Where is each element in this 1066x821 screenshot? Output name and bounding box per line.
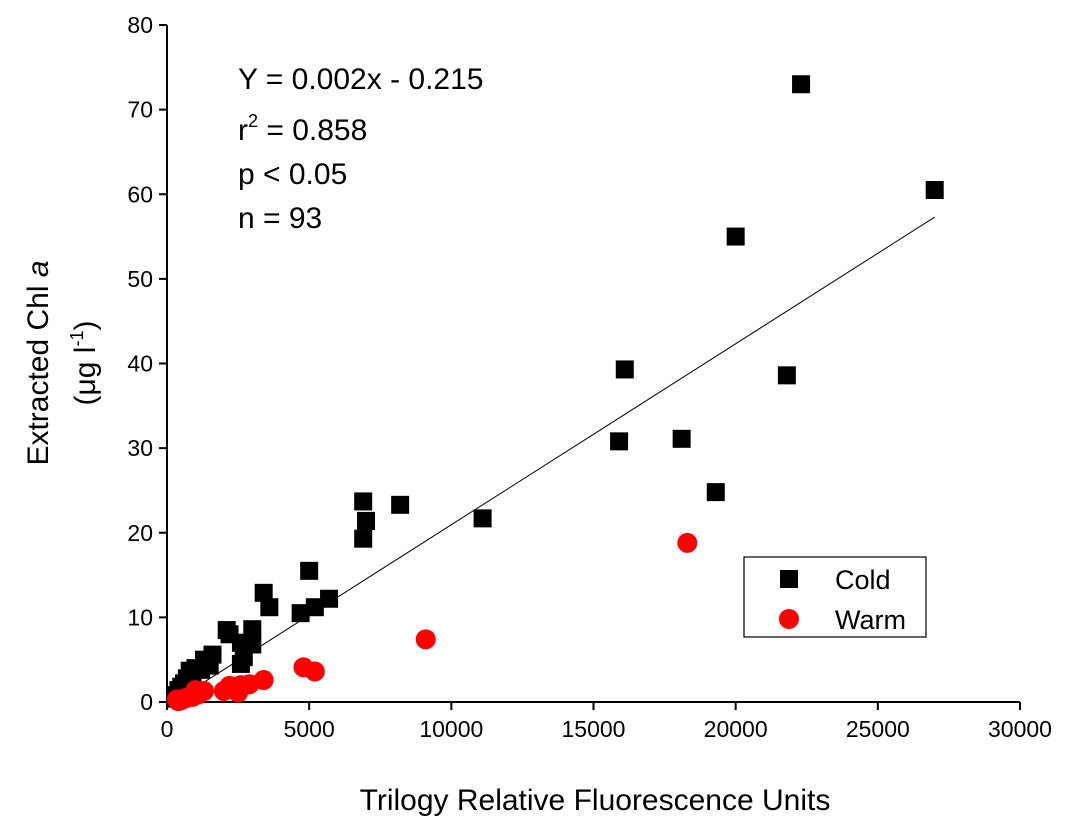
data-point-cold — [473, 509, 492, 528]
y-axis-unit-open: (μg l — [69, 347, 102, 406]
data-point-cold — [706, 483, 725, 502]
legend-marker-cold — [780, 570, 798, 588]
data-point-cold — [243, 620, 262, 639]
data-point-cold — [354, 492, 373, 511]
y-tick-label: 30 — [127, 435, 153, 461]
x-tick-label: 20000 — [704, 716, 768, 742]
y-tick-label: 10 — [127, 604, 153, 630]
data-point-cold — [391, 495, 410, 514]
y-tick-label: 40 — [127, 351, 153, 377]
y-axis-unit: (μg l-1) — [67, 321, 102, 406]
data-point-warm — [304, 661, 325, 682]
y-tick-label: 70 — [127, 97, 153, 123]
x-tick-label: 15000 — [562, 716, 626, 742]
data-point-cold — [672, 429, 691, 448]
y-axis-unit-close: ) — [69, 321, 102, 331]
equation-text: Y = 0.002x - 0.215 — [238, 63, 483, 96]
y-tick-label: 20 — [127, 520, 153, 546]
data-point-cold — [615, 360, 634, 379]
data-point-cold — [726, 227, 745, 246]
data-point-warm — [677, 532, 698, 553]
data-point-warm — [415, 629, 436, 650]
r-squared-sup: 2 — [248, 111, 258, 131]
data-point-cold — [320, 589, 339, 608]
data-point-cold — [777, 366, 796, 385]
legend-label-warm: Warm — [835, 605, 906, 635]
data-point-cold — [925, 181, 944, 200]
r-squared-value: = 0.858 — [258, 114, 367, 147]
data-point-cold — [260, 598, 279, 617]
data-point-warm — [228, 682, 249, 703]
data-point-cold — [610, 432, 629, 451]
x-tick-label: 0 — [161, 716, 174, 742]
data-point-cold — [792, 75, 811, 94]
y-ticks: 0 10 20 30 40 50 60 70 80 — [127, 12, 167, 715]
x-tick-label: 5000 — [284, 716, 335, 742]
data-points — [166, 75, 944, 712]
x-ticks: 0 5000 10000 15000 20000 25000 30000 — [161, 702, 1052, 742]
data-point-cold — [354, 529, 373, 548]
p-value-text: p < 0.05 — [238, 158, 347, 191]
n-text: n = 93 — [238, 202, 322, 235]
y-axis-title-italic: a — [22, 260, 55, 277]
y-tick-label: 50 — [127, 266, 153, 292]
data-point-warm — [166, 689, 187, 710]
x-tick-label: 25000 — [846, 716, 910, 742]
data-point-cold — [305, 598, 324, 617]
legend-marker-warm — [779, 609, 799, 629]
data-point-cold — [231, 654, 250, 673]
x-tick-label: 30000 — [988, 716, 1052, 742]
y-axis-unit-sup: -1 — [67, 331, 87, 347]
data-point-cold — [254, 583, 273, 602]
data-point-cold — [300, 561, 319, 580]
legend-box — [743, 556, 927, 638]
y-axis-title-text: Extracted Chl — [22, 277, 55, 465]
y-tick-label: 80 — [127, 12, 153, 38]
y-tick-label: 60 — [127, 181, 153, 207]
data-point-cold — [291, 604, 310, 623]
y-axis-title: Extracted Chl a — [22, 260, 55, 465]
x-tick-label: 10000 — [419, 716, 483, 742]
r-squared-text: r2 = 0.858 — [238, 111, 367, 147]
x-axis-title: Trilogy Relative Fluorescence Units — [360, 784, 831, 817]
r-squared-prefix: r — [238, 114, 248, 147]
legend-label-cold: Cold — [835, 565, 891, 595]
y-tick-label: 0 — [140, 689, 153, 715]
legend: Cold Warm — [743, 556, 927, 638]
data-point-cold — [357, 511, 376, 530]
statistics-annotation: Y = 0.002x - 0.215 r2 = 0.858 p < 0.05 n… — [238, 63, 483, 235]
